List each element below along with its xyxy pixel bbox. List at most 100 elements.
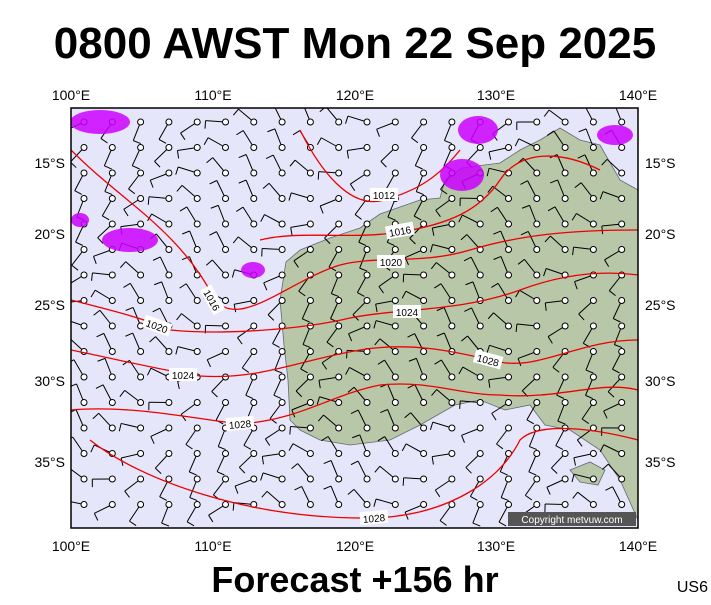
station xyxy=(279,425,285,431)
station xyxy=(619,349,625,355)
station xyxy=(619,196,625,202)
station xyxy=(336,247,342,253)
code: US6 xyxy=(677,579,708,596)
station xyxy=(392,247,398,253)
station xyxy=(477,476,483,482)
station xyxy=(590,502,596,508)
station xyxy=(421,196,427,202)
station xyxy=(166,349,172,355)
station xyxy=(81,247,87,253)
isobar-label: 1012 xyxy=(373,191,396,202)
station xyxy=(364,400,370,406)
map-area: 1012101610201016102010241024102810281028… xyxy=(62,103,638,528)
station xyxy=(138,170,144,176)
station xyxy=(336,400,342,406)
station xyxy=(449,323,455,329)
station xyxy=(506,323,512,329)
station xyxy=(477,400,483,406)
station xyxy=(421,145,427,151)
station xyxy=(307,400,313,406)
station xyxy=(364,425,370,431)
station xyxy=(421,476,427,482)
station xyxy=(138,451,144,457)
station xyxy=(619,298,625,304)
station xyxy=(223,400,229,406)
station xyxy=(223,272,229,278)
station xyxy=(534,272,540,278)
station xyxy=(534,145,540,151)
station xyxy=(223,119,229,125)
station xyxy=(81,196,87,202)
station xyxy=(81,476,87,482)
lon-label: 110°E xyxy=(194,538,231,554)
station xyxy=(392,170,398,176)
station xyxy=(562,502,568,508)
station xyxy=(590,170,596,176)
station xyxy=(138,119,144,125)
station xyxy=(506,298,512,304)
station xyxy=(251,298,257,304)
station xyxy=(449,298,455,304)
station xyxy=(364,119,370,125)
station xyxy=(166,272,172,278)
isobar-label: 1020 xyxy=(380,258,403,269)
station xyxy=(506,476,512,482)
station xyxy=(562,476,568,482)
station xyxy=(194,196,200,202)
lon-label: 100°E xyxy=(52,87,90,103)
station xyxy=(590,298,596,304)
station xyxy=(166,145,172,151)
station xyxy=(81,425,87,431)
station xyxy=(534,349,540,355)
station xyxy=(166,196,172,202)
station xyxy=(223,298,229,304)
station xyxy=(138,476,144,482)
station xyxy=(619,145,625,151)
station xyxy=(251,400,257,406)
isobar-label: 1028 xyxy=(363,513,387,526)
station xyxy=(449,476,455,482)
station xyxy=(449,119,455,125)
station xyxy=(223,196,229,202)
station xyxy=(336,374,342,380)
station xyxy=(619,476,625,482)
station xyxy=(251,323,257,329)
forecast: Forecast +156 hr xyxy=(211,559,498,600)
station xyxy=(562,145,568,151)
station xyxy=(534,247,540,253)
station xyxy=(279,400,285,406)
lat-label: 15°S xyxy=(645,155,676,171)
station xyxy=(421,400,427,406)
station xyxy=(449,196,455,202)
isobar-label-group: 1024 xyxy=(393,305,421,319)
station xyxy=(307,425,313,431)
station xyxy=(619,119,625,125)
station xyxy=(138,221,144,227)
station xyxy=(506,170,512,176)
station xyxy=(590,374,596,380)
station xyxy=(506,374,512,380)
station xyxy=(590,247,596,253)
station xyxy=(590,400,596,406)
station xyxy=(590,196,596,202)
station xyxy=(109,323,115,329)
lon-label: 100°E xyxy=(52,538,90,554)
station xyxy=(109,221,115,227)
station xyxy=(279,374,285,380)
station xyxy=(307,196,313,202)
station xyxy=(223,476,229,482)
station xyxy=(251,247,257,253)
station xyxy=(223,349,229,355)
station xyxy=(534,196,540,202)
station xyxy=(194,400,200,406)
station xyxy=(506,247,512,253)
station xyxy=(251,451,257,457)
lon-label: 120°E xyxy=(336,538,374,554)
station xyxy=(590,476,596,482)
station xyxy=(279,349,285,355)
station xyxy=(421,119,427,125)
barb-flag xyxy=(290,427,291,435)
station xyxy=(166,221,172,227)
station xyxy=(392,349,398,355)
station xyxy=(506,196,512,202)
